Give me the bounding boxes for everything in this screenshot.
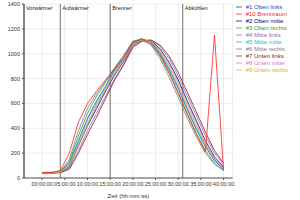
svg-text:40:00:00: 40:00:00	[213, 181, 234, 187]
html-text:#6 Mitte rechts: #6 Mitte rechts	[245, 46, 285, 52]
svg-text:800: 800	[11, 76, 20, 82]
svg-text:00:00:00: 00:00:00	[31, 181, 52, 187]
svg-text:0: 0	[17, 175, 20, 181]
svg-text:15:00:00: 15:00:00	[99, 181, 120, 187]
svg-text:Brenner: Brenner	[112, 5, 132, 11]
svg-text:600: 600	[11, 100, 20, 106]
html-text:#9 Unten rechts: #9 Unten rechts	[245, 67, 288, 73]
svg-text:Zeit (hh:mm:ss): Zeit (hh:mm:ss)	[107, 193, 149, 199]
svg-text:Abkühlen: Abkühlen	[185, 5, 208, 11]
svg-text:35:00:00: 35:00:00	[190, 181, 211, 187]
svg-text:25:00:00: 25:00:00	[145, 181, 166, 187]
svg-text:Aufwärmer: Aufwärmer	[62, 5, 89, 11]
svg-text:30:00:00: 30:00:00	[168, 181, 189, 187]
html-text:#8 Unten mitte: #8 Unten mitte	[245, 60, 285, 66]
html-text:#7 Unten links: #7 Unten links	[245, 53, 284, 59]
html-text:#4 Mitte links: #4 Mitte links	[245, 32, 281, 38]
html-text:#10 Brennraum: #10 Brennraum	[245, 11, 287, 17]
svg-text:200: 200	[11, 150, 20, 156]
svg-text:Vorwärmer: Vorwärmer	[26, 5, 53, 11]
html-text:#3 Oben rechts: #3 Oben rechts	[245, 25, 287, 31]
svg-text:400: 400	[11, 125, 20, 131]
html-text:#1 Oben links: #1 Oben links	[245, 4, 283, 10]
svg-text:1200: 1200	[8, 26, 20, 32]
svg-text:1000: 1000	[8, 51, 20, 57]
svg-text:1400: 1400	[8, 1, 20, 7]
html-text:#2 Oben mitte: #2 Oben mitte	[245, 18, 284, 24]
svg-text:20:00:00: 20:00:00	[122, 181, 143, 187]
html-text:#5 Mitte mitte: #5 Mitte mitte	[245, 39, 282, 45]
svg-text:05:00:00: 05:00:00	[54, 181, 75, 187]
svg-text:10:00:00: 10:00:00	[77, 181, 98, 187]
